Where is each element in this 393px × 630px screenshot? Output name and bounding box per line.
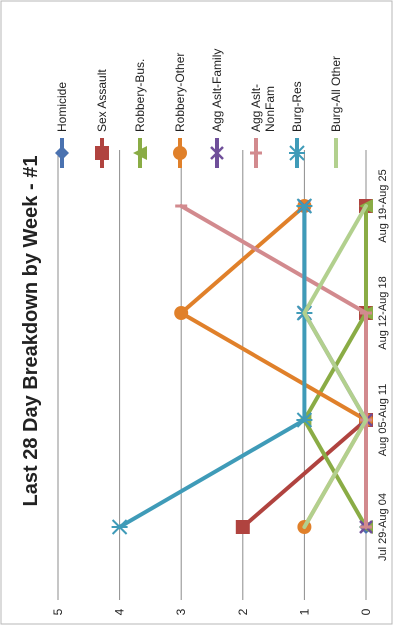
axes: 0 1 2 3 4 5 Jul 29-Aug 04 Aug 05-Aug 11 Aug 12-A… bbox=[51, 169, 389, 615]
legend-item: Agg Aslt-Family bbox=[210, 49, 224, 168]
legend-label: Robbery-Other bbox=[173, 53, 187, 132]
x-tick-label: Aug 05-Aug 11 bbox=[377, 384, 389, 457]
series-line bbox=[302, 204, 368, 529]
plot-area: 0 1 2 3 4 5 Jul 29-Aug 04 Aug 05-Aug 11 Aug 12-A… bbox=[51, 150, 389, 615]
y-tick-label: 0 bbox=[359, 608, 373, 615]
y-tick-label: 5 bbox=[51, 608, 65, 615]
legend-marker bbox=[173, 146, 187, 160]
y-tick-label: 4 bbox=[113, 608, 127, 615]
x-tick-label: Aug 19-Aug 25 bbox=[377, 169, 389, 242]
series-agg-aslt-nonfam bbox=[175, 204, 372, 529]
legend-item: Robbery-Other bbox=[173, 53, 187, 168]
x-tick-label: Aug 12-Aug 18 bbox=[377, 276, 389, 349]
legend-item: Sex Assault bbox=[95, 69, 109, 168]
series bbox=[111, 198, 373, 535]
legend-item: Homicide bbox=[55, 82, 69, 168]
legend-marker bbox=[210, 146, 224, 160]
series-line bbox=[117, 204, 307, 529]
legend-label: Sex Assault bbox=[95, 69, 109, 132]
data-point bbox=[235, 520, 250, 534]
legend-marker bbox=[289, 145, 305, 161]
legend-label: Agg Aslt- bbox=[249, 84, 263, 132]
data-point bbox=[111, 519, 128, 535]
data-point bbox=[174, 306, 189, 320]
y-tick-label: 3 bbox=[174, 608, 188, 615]
chart-title: Last 28 Day Breakdown by Week - #1 bbox=[20, 156, 42, 507]
legend-label: Burg-All Other bbox=[329, 56, 343, 132]
legend-label: Agg Aslt-Family bbox=[210, 49, 224, 132]
legend-item: Robbery-Bus. bbox=[133, 59, 147, 168]
legend-marker bbox=[133, 146, 147, 160]
data-point bbox=[296, 198, 313, 214]
legend-item: Agg Aslt- NonFam bbox=[249, 84, 277, 168]
legend-label: Burg-Res bbox=[290, 81, 304, 132]
legend: Homicide Sex Assault Robbery-Bus. Robbery-O… bbox=[55, 49, 343, 168]
legend-label: Robbery-Bus. bbox=[133, 59, 147, 132]
y-tick-label: 2 bbox=[236, 608, 250, 615]
series-line bbox=[179, 204, 368, 529]
series-burg-all-other bbox=[302, 204, 368, 529]
legend-label: NonFam bbox=[263, 86, 277, 132]
y-tick-label: 1 bbox=[297, 608, 311, 615]
legend-label: Homicide bbox=[55, 82, 69, 132]
legend-marker bbox=[55, 146, 69, 160]
legend-item: Burg-All Other bbox=[329, 56, 343, 168]
legend-item: Burg-Res bbox=[289, 81, 305, 168]
legend-marker bbox=[95, 146, 109, 160]
data-point bbox=[296, 412, 313, 428]
x-tick-label: Jul 29-Aug 04 bbox=[377, 493, 389, 561]
